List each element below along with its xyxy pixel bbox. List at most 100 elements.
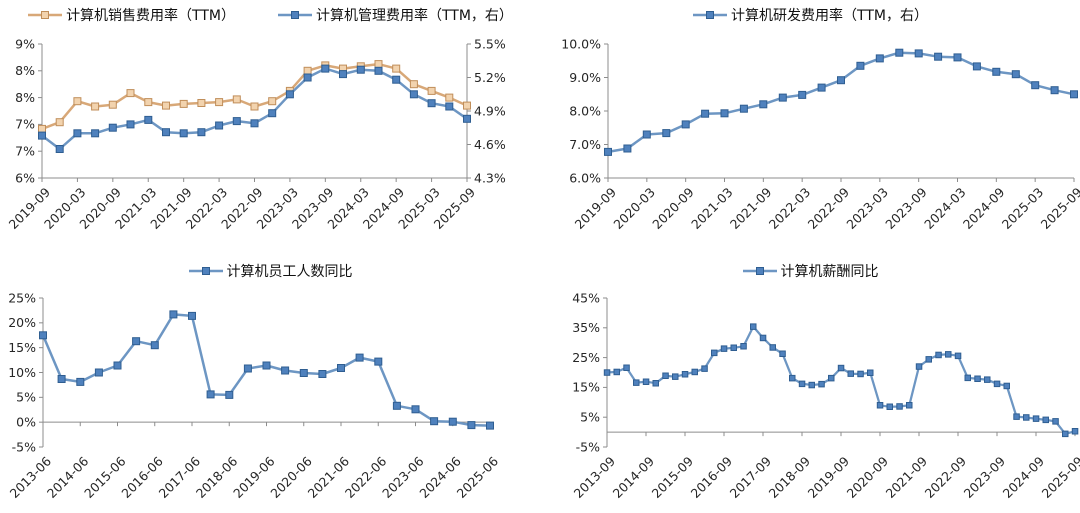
y-tick-label: 8%: [15, 63, 35, 78]
y-tick-label: -5%: [12, 439, 36, 454]
data-point-marker: [179, 129, 188, 138]
y-tick-label: 7%: [15, 117, 35, 132]
data-point-marker: [144, 98, 153, 107]
data-point-marker: [427, 99, 436, 108]
x-tick-label: 2021-09: [883, 453, 931, 501]
x-tick-label: 2020-03: [610, 185, 658, 233]
data-point-marker: [915, 363, 923, 370]
data-point-marker: [856, 61, 865, 70]
y-tick-label: 25%: [8, 290, 36, 305]
data-point-marker: [808, 381, 815, 389]
data-point-marker: [662, 372, 669, 379]
y-tick-label: 6.0%: [569, 170, 601, 185]
y-tick-label: 0%: [16, 414, 36, 429]
legend-item: 计算机员工人数同比: [188, 261, 353, 281]
data-point-marker: [876, 402, 884, 409]
data-point-marker: [162, 101, 170, 110]
x-tick-label: 2014-09: [610, 453, 658, 501]
data-point-marker: [250, 119, 259, 128]
data-point-marker: [243, 364, 252, 373]
y-tick-label: 5.2%: [474, 70, 506, 85]
data-point-marker: [954, 352, 962, 360]
data-point-marker: [1032, 415, 1040, 422]
data-point-marker: [91, 102, 100, 111]
data-point-marker: [739, 104, 748, 113]
data-point-marker: [108, 100, 117, 109]
data-point-marker: [720, 109, 729, 118]
data-point-marker: [374, 66, 383, 75]
data-point-marker: [603, 369, 611, 376]
data-point-marker: [1011, 70, 1020, 79]
data-point-marker: [623, 144, 632, 153]
data-point-marker: [197, 128, 206, 137]
legend-employees: 计算机员工人数同比: [0, 256, 540, 286]
legend-line-marker-icon: [278, 11, 312, 19]
data-point-marker: [126, 120, 135, 129]
data-point-marker: [993, 380, 1001, 388]
data-point-marker: [73, 129, 82, 138]
data-point-marker: [789, 374, 796, 382]
y-tick-label: 25%: [572, 350, 600, 365]
data-point-marker: [76, 377, 85, 386]
data-point-marker: [321, 64, 330, 73]
chart-employee-headcount-yoy: 计算机员工人数同比 25% 20% 15% 10% 5% 0% -5% 2013-06 2014…: [0, 256, 540, 513]
data-point-marker: [613, 368, 620, 376]
data-point-marker: [750, 323, 757, 330]
data-point-marker: [1031, 81, 1040, 90]
x-tick-label: 2017-09: [727, 453, 775, 501]
data-point-marker: [992, 67, 1001, 76]
data-point-marker: [250, 102, 259, 111]
data-point-marker: [925, 356, 932, 363]
x-tick-label: 2021-09: [727, 184, 775, 232]
y-tick-label: 5%: [16, 390, 36, 405]
y-tick-label: 4.6%: [474, 137, 506, 152]
data-point-marker: [730, 344, 737, 351]
y-tick-label: 6%: [15, 170, 35, 185]
data-point-marker: [463, 114, 471, 123]
y-tick-label: 10%: [8, 365, 36, 380]
data-point-marker: [188, 311, 196, 320]
legend-label: 计算机研发费用率（TTM，右）: [731, 8, 928, 24]
data-point-marker: [94, 368, 103, 377]
data-point-marker: [392, 401, 401, 410]
series-line: [603, 323, 1079, 438]
chart-sales-admin-expense-ratio: 计算机销售费用率（TTM） 计算机管理费用率（TTM，右） 9% 8% 8% 7% 7% 6…: [0, 0, 540, 256]
data-point-marker: [38, 124, 46, 133]
data-point-marker: [711, 349, 718, 357]
data-point-marker: [857, 370, 864, 378]
x-tick-label: 2020-09: [649, 184, 697, 232]
y-axis-left: 10.0% 9.0% 8.0% 7.0% 6.0%: [561, 36, 609, 185]
data-point-marker: [113, 361, 122, 370]
y-tick-label: 5.5%: [474, 36, 506, 51]
data-point-marker: [206, 390, 215, 399]
y-tick-label: 7%: [15, 144, 35, 159]
data-point-marker: [448, 417, 457, 426]
data-point-marker: [701, 365, 708, 372]
data-point-marker: [681, 120, 690, 129]
data-point-marker: [798, 380, 806, 388]
x-tick-label: 2016-09: [688, 453, 736, 501]
data-point-marker: [720, 345, 728, 352]
data-point-marker: [972, 62, 981, 71]
data-point-marker: [642, 130, 651, 139]
data-point-marker: [934, 52, 943, 61]
data-point-marker: [108, 123, 117, 132]
x-tick-label: 2023-03: [843, 185, 891, 233]
data-point-marker: [740, 343, 747, 350]
legend-item: 计算机销售费用率（TTM）: [27, 5, 235, 25]
data-point-marker: [701, 109, 710, 118]
y-tick-label: 35%: [572, 320, 600, 335]
x-tick-label: 2024-09: [960, 184, 1008, 232]
legend-line-marker-icon: [742, 267, 777, 275]
y-tick-label: 5%: [580, 410, 600, 425]
x-axis: 2019-092020-032020-092021-032021-092022-…: [6, 177, 478, 232]
data-point-marker: [974, 375, 981, 382]
data-point-marker: [759, 334, 767, 342]
data-point-marker: [303, 66, 312, 75]
data-point-marker: [91, 129, 100, 138]
data-point-marker: [463, 101, 471, 110]
data-point-marker: [467, 421, 476, 430]
y-axis-right: 5.5% 5.2% 4.9% 4.6% 4.3%: [466, 36, 506, 185]
data-point-marker: [875, 54, 884, 63]
y-tick-label: 15%: [8, 340, 36, 355]
